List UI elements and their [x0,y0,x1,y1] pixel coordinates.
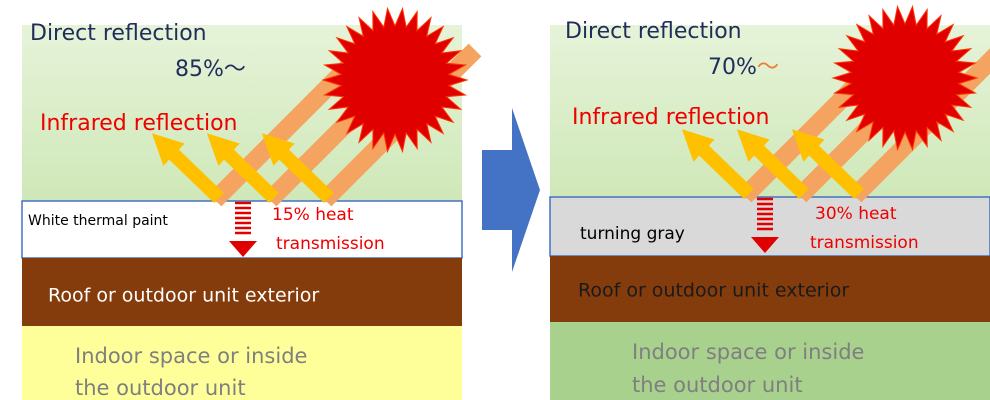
infrared-label: Infrared reflection [40,111,237,136]
heat-arrowhead [751,237,779,253]
infrared-label: Infrared reflection [572,105,769,130]
indoor-band [550,322,990,400]
reflected-beam [261,133,334,204]
indoor-line1: Indoor space or inside [75,344,307,368]
coating-label: turning gray [580,224,685,244]
heat-line2: transmission [810,233,919,253]
transition-arrow [482,108,540,272]
panel-left: Direct reflection 85%～ Infrared reflecti… [21,6,482,400]
direct-value: 85%～ [175,57,246,82]
reflected-beam [151,133,224,204]
indoor-line2: the outdoor unit [632,373,803,397]
direct-label: Direct reflection [30,21,207,46]
direct-value: 70%～ [708,55,779,80]
direct-label: Direct reflection [565,19,742,44]
roof-band [22,258,462,326]
indoor-line2: the outdoor unit [75,376,246,400]
panel-right: Direct reflection 70%～ Infrared reflecti… [549,4,990,400]
indoor-line1: Indoor space or inside [632,340,864,364]
reflected-beam [736,129,809,200]
heat-arrow [751,197,779,253]
coating-label: White thermal paint [28,213,168,229]
heat-line1: 30% heat [815,204,897,224]
heat-line1: 15% heat [272,205,354,225]
roof-label: Roof or outdoor unit exterior [48,285,319,307]
heat-arrowhead [229,241,257,257]
reflected-beam [206,133,279,204]
roof-band [550,256,990,322]
reflected-beam [681,129,754,200]
reflected-beam [791,129,864,200]
sun [831,4,979,152]
direct-value-suffix: ～ [757,55,779,80]
sun [321,6,469,154]
heat-arrow [229,201,257,257]
indoor-band [22,326,462,400]
direct-value-number: 70% [708,55,757,80]
roof-label: Roof or outdoor unit exterior [578,280,849,302]
heat-line2: transmission [276,234,385,254]
